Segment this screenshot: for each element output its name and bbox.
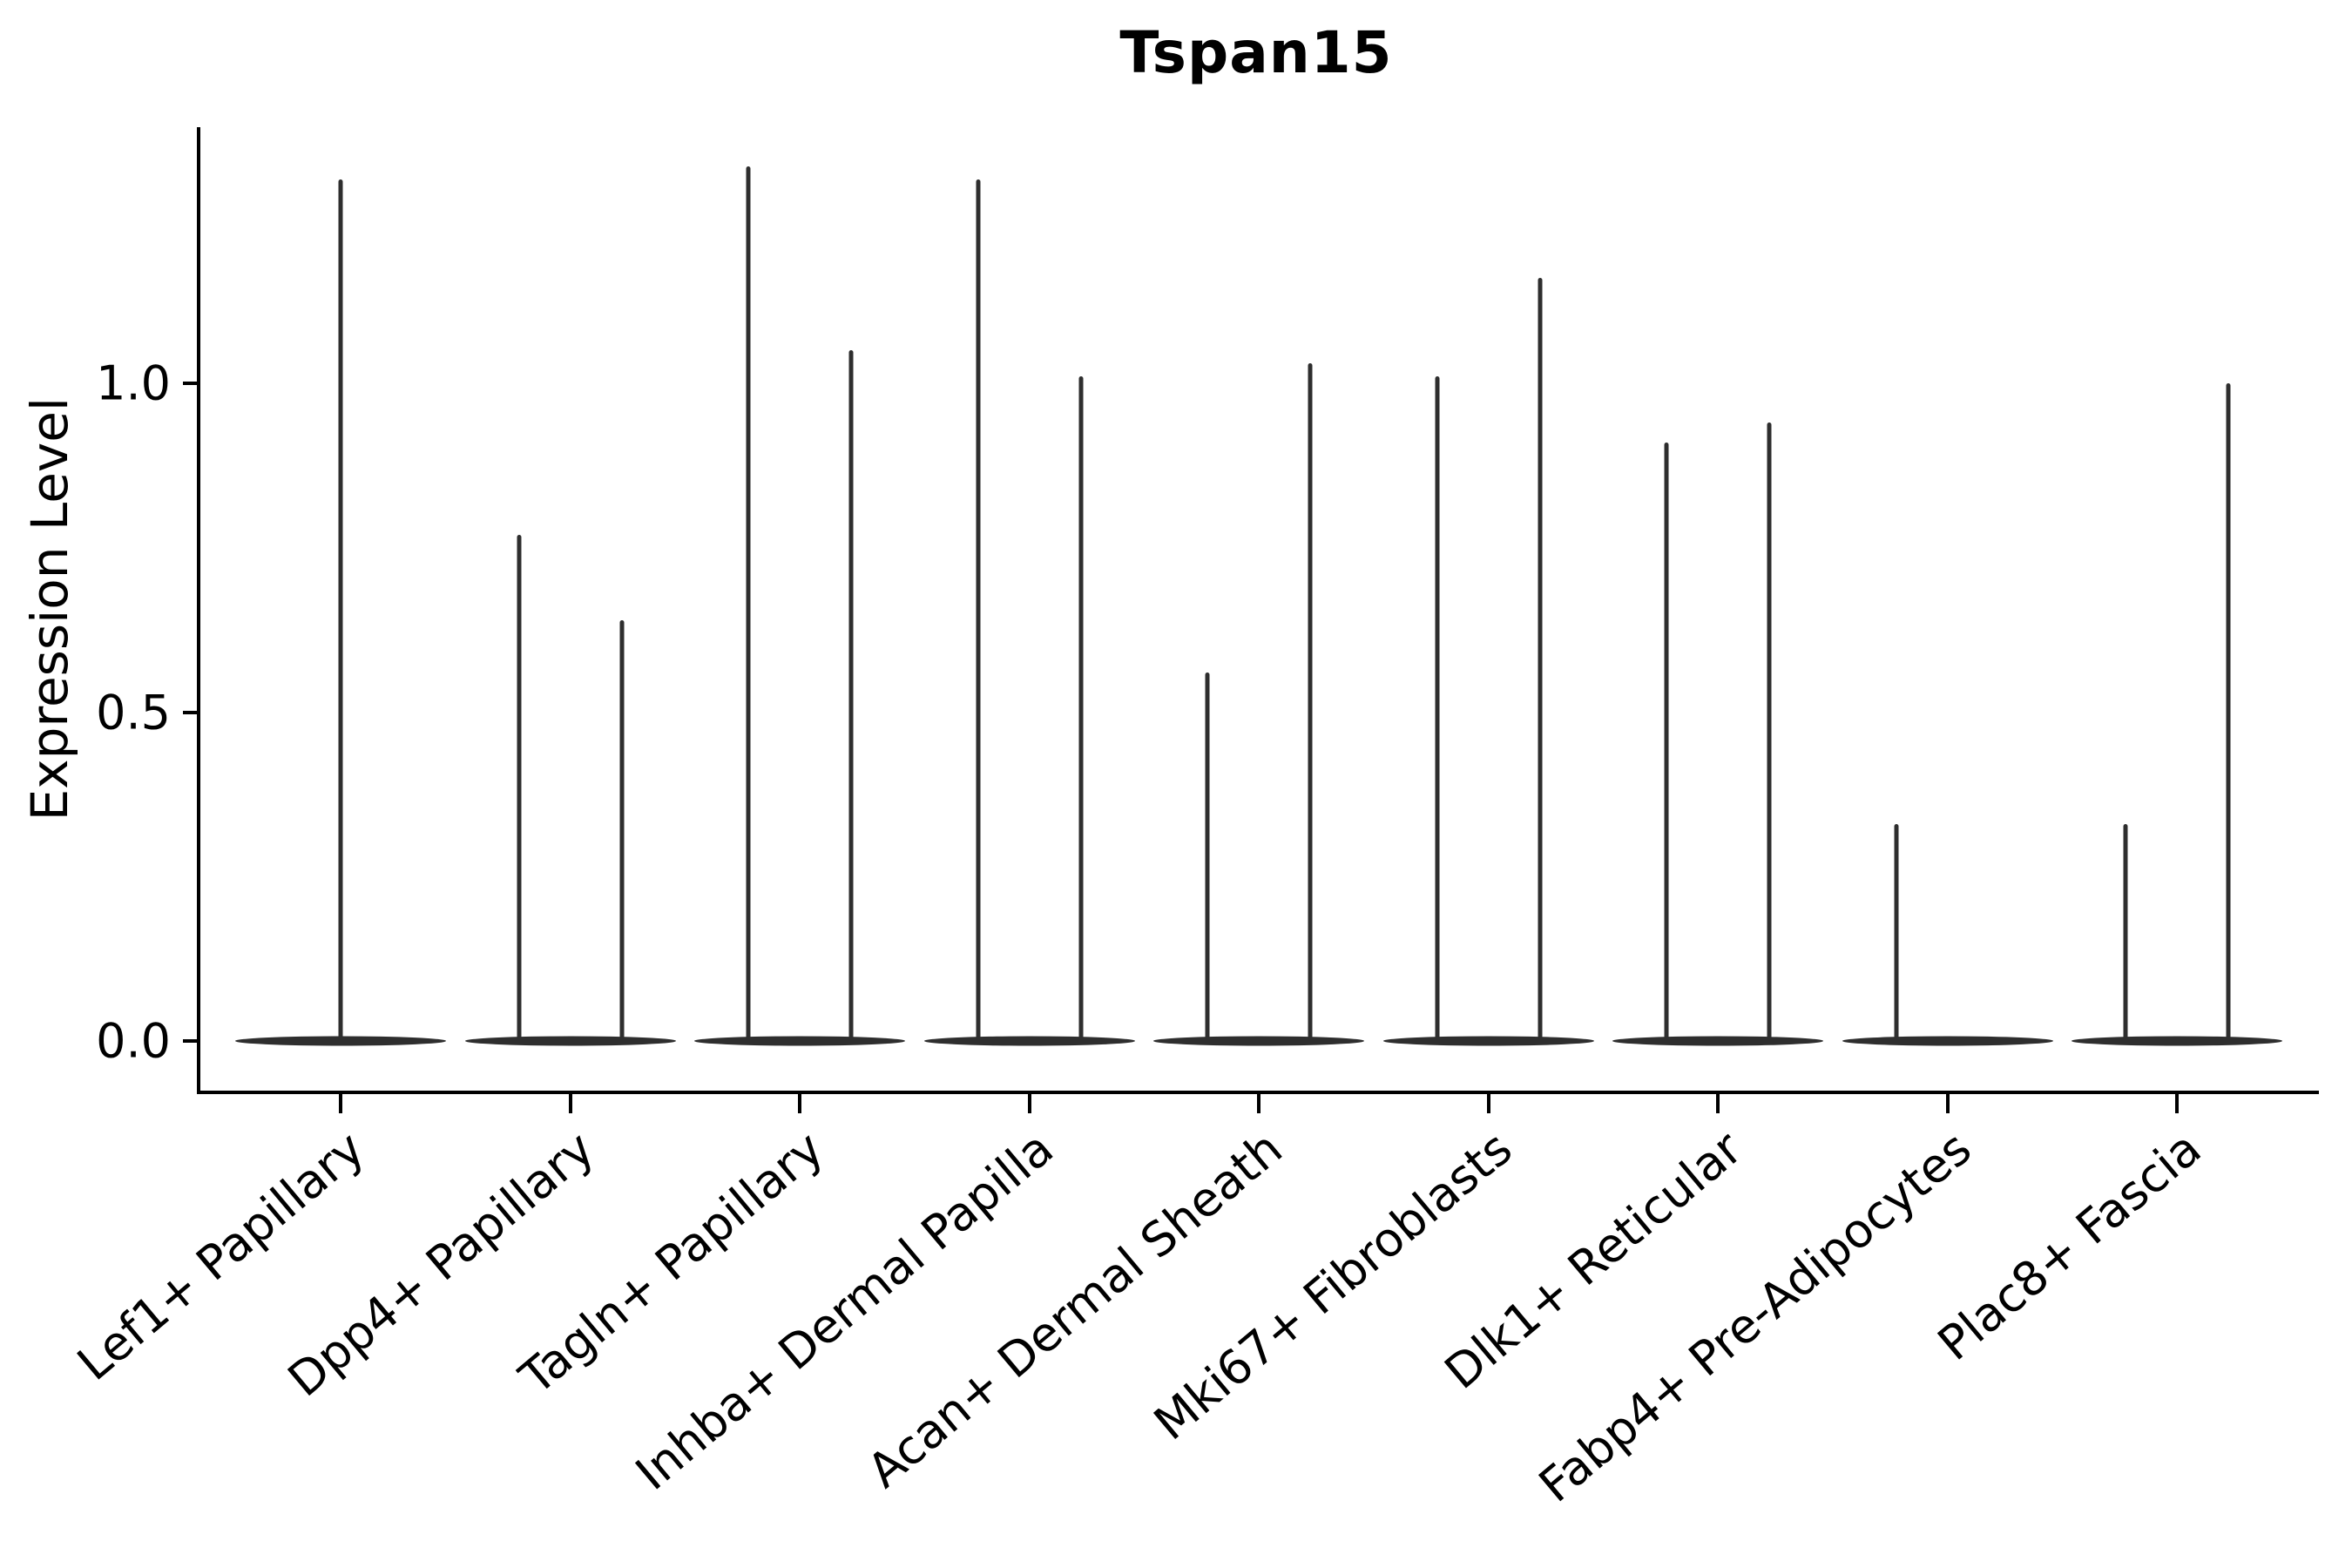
x-tick [1027, 1094, 1031, 1113]
violin-spike [2123, 823, 2128, 1041]
violin-spike [517, 534, 521, 1041]
violin-spike [1435, 376, 1439, 1041]
x-tick-label: Acan+ Dermal Sheath [857, 1120, 1294, 1499]
violin-base [923, 1036, 1135, 1046]
y-axis-label-text: Expression Level [20, 396, 79, 821]
violin-base [464, 1036, 676, 1046]
violin-base [1382, 1036, 1594, 1046]
x-tick-label: Inhba+ Dermal Papilla [625, 1120, 1064, 1501]
violin-spike [1767, 422, 1772, 1041]
plot-area: 0.0 0.5 1.0 Lef1+ Papillary Dpp4+ Papillary T… [67, 127, 2319, 1513]
x-tick [798, 1094, 801, 1113]
violin-base [2072, 1036, 2282, 1046]
violin-base [235, 1036, 446, 1046]
violin-spike [338, 179, 343, 1041]
y-tick [183, 382, 197, 385]
x-tick [1257, 1094, 1260, 1113]
violin-spike [619, 619, 624, 1041]
x-tick [568, 1094, 572, 1113]
x-tick-label: Fabp4+ Pre-Adipocytes [1529, 1120, 1982, 1513]
violin-spike [2226, 383, 2231, 1041]
x-tick [2175, 1094, 2179, 1113]
y-axis-label: Expression Level [19, 127, 80, 1091]
y-tick-label: 0.5 [96, 685, 171, 740]
violin-spike [1894, 823, 1898, 1041]
violin-spike [1078, 376, 1083, 1041]
violin-spike [1664, 442, 1669, 1041]
violin-spike [746, 166, 751, 1041]
chart-title: Tspan15 [1119, 19, 1393, 86]
x-tick [339, 1094, 342, 1113]
violin-spike [848, 350, 854, 1041]
x-tick [1945, 1094, 1950, 1113]
violin-spike [976, 179, 980, 1041]
y-tick [183, 710, 197, 714]
violin-spike [1538, 278, 1542, 1041]
violin-base [1153, 1036, 1364, 1046]
x-tick [1716, 1094, 1720, 1113]
violin-spike [1308, 363, 1313, 1041]
violin-base [1612, 1036, 1823, 1046]
violin-base [694, 1036, 905, 1046]
y-tick [183, 1039, 197, 1043]
violin-base [1842, 1036, 2053, 1046]
y-tick-label: 1.0 [96, 355, 171, 411]
x-tick [1486, 1094, 1490, 1113]
y-tick-label: 0.0 [96, 1013, 171, 1069]
violin-spike [1205, 672, 1210, 1041]
